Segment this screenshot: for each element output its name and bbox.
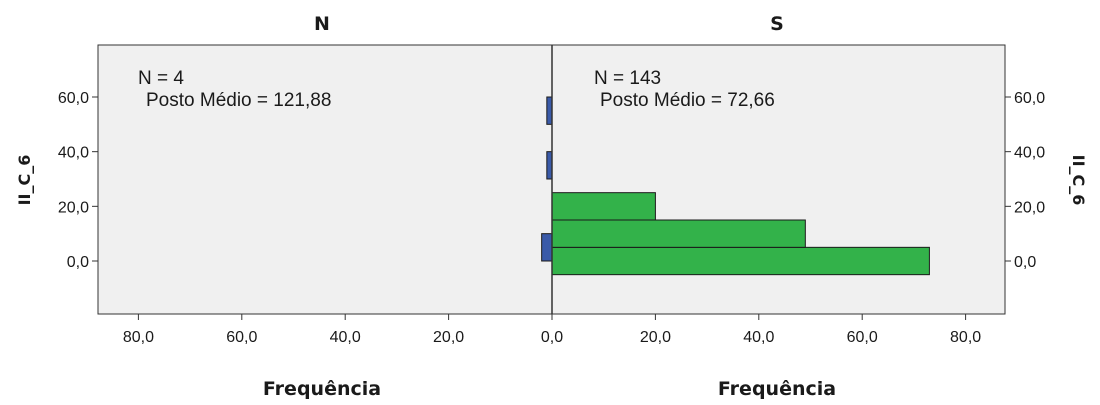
y-axis-title-right: II_C_6: [1069, 155, 1088, 206]
x-tick-label-right-3: 60,0: [847, 329, 878, 346]
x-axis-title-left: Frequência: [263, 378, 381, 400]
annotation-left-n: N = 4: [138, 68, 184, 89]
y-tick-label-left-1: 20,0: [58, 199, 89, 216]
y-tick-label-right-3: 60,0: [1014, 90, 1045, 107]
panel-title-right: S: [770, 13, 784, 35]
x-tick-label-right-4: 80,0: [950, 329, 981, 346]
y-tick-label-left-0: 0,0: [67, 254, 89, 271]
x-tick-label-right-0: 0,0: [541, 329, 563, 346]
x-tick-label-left-2: 40,0: [330, 329, 361, 346]
bar-right-1: [551, 219, 806, 248]
x-tick-label-left-1: 20,0: [433, 329, 464, 346]
y-tick-label-right-0: 0,0: [1014, 254, 1036, 271]
x-axis-title-right: Frequência: [718, 378, 836, 400]
ticks-layer: 0,0 0,0 20,0 20,0 40,0 40,0 60,0 60,0 0,0 20,0 40,…: [58, 90, 1045, 346]
bar-right-0: [551, 246, 930, 276]
x-tick-label-left-3: 60,0: [226, 329, 257, 346]
panel-title-left: N: [314, 13, 330, 35]
y-tick-label-right-1: 20,0: [1014, 199, 1045, 216]
x-tick-label-right-1: 20,0: [640, 329, 671, 346]
x-tick-label-right-2: 40,0: [743, 329, 774, 346]
bars-layer: [541, 45, 930, 314]
bar-left-2: [546, 96, 553, 125]
annotation-right-mean-rank: Posto Médio = 72,66: [600, 90, 775, 111]
annotation-left-mean-rank: Posto Médio = 121,88: [146, 90, 331, 111]
bar-left-0: [541, 233, 553, 262]
annotation-right-n: N = 143: [594, 68, 661, 89]
bar-right-2: [551, 192, 656, 221]
bar-left-1: [546, 151, 553, 180]
y-tick-label-left-3: 60,0: [58, 90, 89, 107]
left-panel-background: [97, 44, 553, 315]
x-tick-label-left-4: 80,0: [123, 329, 154, 346]
y-axis-title-left: II_C_6: [15, 155, 34, 206]
y-tick-label-left-2: 40,0: [58, 145, 89, 162]
y-tick-label-right-2: 40,0: [1014, 145, 1045, 162]
